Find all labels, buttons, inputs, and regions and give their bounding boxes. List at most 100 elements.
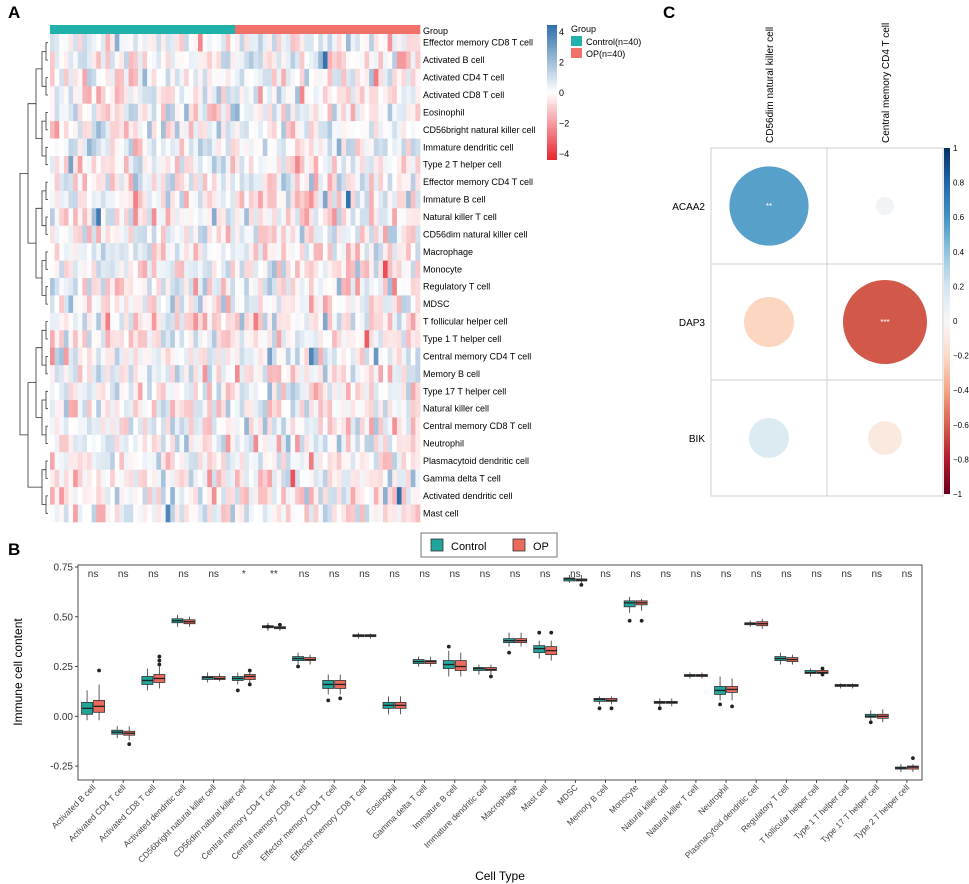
heatmap-cell bbox=[355, 469, 361, 488]
heatmap-cell bbox=[364, 295, 370, 314]
heatmap-cell bbox=[207, 434, 213, 453]
heatmap-cell bbox=[188, 469, 194, 488]
colorbar-tick-label: 0 bbox=[559, 88, 564, 98]
heatmap-cell bbox=[225, 34, 231, 52]
heatmap-cell bbox=[133, 417, 139, 436]
heatmap-cell bbox=[133, 208, 139, 227]
heatmap-cell bbox=[313, 103, 319, 122]
heatmap-cell bbox=[63, 417, 69, 436]
heatmap-cell bbox=[174, 469, 180, 488]
heatmap-cell bbox=[133, 260, 139, 279]
heatmap-cell bbox=[318, 330, 324, 349]
heatmap-cell bbox=[313, 504, 319, 523]
heatmap-cell bbox=[211, 504, 217, 523]
heatmap-cell bbox=[82, 121, 88, 139]
heatmap-cell bbox=[341, 121, 347, 139]
box-control bbox=[141, 668, 154, 691]
heatmap-cell bbox=[262, 173, 268, 192]
heatmap-cell bbox=[165, 434, 171, 453]
heatmap-cell bbox=[406, 121, 412, 139]
heatmap-cell bbox=[253, 156, 259, 174]
heatmap-cell bbox=[309, 417, 314, 436]
heatmap-cell bbox=[396, 434, 402, 453]
outlier-point bbox=[157, 662, 162, 667]
heatmap-cell bbox=[364, 400, 370, 418]
heatmap-cell bbox=[225, 504, 231, 523]
heatmap-cell bbox=[272, 260, 277, 279]
heatmap-cell bbox=[91, 382, 97, 401]
heatmap-cell bbox=[341, 173, 347, 192]
heatmap-cell bbox=[396, 156, 402, 174]
box-op bbox=[696, 672, 708, 679]
heatmap-cell bbox=[272, 312, 277, 331]
heatmap-cell bbox=[128, 34, 134, 52]
heatmap-cell bbox=[248, 365, 254, 383]
heatmap-cell bbox=[396, 330, 402, 349]
heatmap-cell bbox=[253, 243, 259, 261]
heatmap-cell bbox=[193, 208, 199, 227]
heatmap-cell bbox=[184, 138, 190, 157]
heatmap-cell bbox=[369, 417, 375, 436]
heatmap-cell bbox=[124, 487, 129, 505]
heatmap-cell bbox=[253, 190, 259, 209]
heatmap-cell bbox=[392, 504, 398, 523]
heatmap-cell bbox=[267, 347, 273, 366]
heatmap-cell bbox=[327, 434, 333, 453]
heatmap-cell bbox=[216, 103, 222, 122]
heatmap-cell bbox=[63, 295, 69, 314]
heatmap-cell bbox=[415, 347, 421, 366]
heatmap-cell bbox=[188, 208, 194, 227]
heatmap-cell bbox=[147, 34, 153, 52]
heatmap-cell bbox=[336, 312, 342, 331]
heatmap-cell bbox=[295, 51, 301, 70]
box-op bbox=[153, 666, 166, 689]
heatmap-cell bbox=[387, 34, 393, 52]
heatmap-cell bbox=[225, 347, 231, 366]
heatmap-cell bbox=[119, 365, 125, 383]
heatmap-cell bbox=[91, 295, 97, 314]
heatmap-cell bbox=[285, 312, 291, 331]
heatmap-cell bbox=[165, 208, 171, 227]
heatmap-cell bbox=[230, 312, 236, 331]
heatmap-cell bbox=[59, 138, 65, 157]
heatmap-cell bbox=[124, 434, 129, 453]
heatmap-cell bbox=[262, 260, 268, 279]
heatmap-cell bbox=[188, 68, 194, 87]
heatmap-cell bbox=[207, 312, 213, 331]
outlier-point bbox=[639, 618, 644, 623]
heatmap-cell bbox=[332, 121, 338, 139]
heatmap-cell bbox=[142, 504, 148, 523]
heatmap-cell bbox=[258, 86, 264, 105]
heatmap-colorbar bbox=[547, 25, 557, 160]
heatmap-cell bbox=[239, 452, 245, 471]
heatmap-cell bbox=[119, 138, 125, 157]
heatmap-cell bbox=[258, 295, 264, 314]
heatmap-cell bbox=[276, 138, 282, 157]
heatmap-cell bbox=[202, 173, 208, 192]
heatmap-cell bbox=[151, 347, 157, 366]
heatmap-cell bbox=[369, 365, 375, 383]
significance-label: ns bbox=[841, 569, 852, 580]
heatmap-cell bbox=[281, 452, 287, 471]
heatmap-cell bbox=[327, 312, 333, 331]
heatmap-cell bbox=[184, 382, 190, 401]
heatmap-cell bbox=[119, 260, 125, 279]
heatmap-cell bbox=[355, 504, 361, 523]
heatmap-cell bbox=[73, 417, 79, 436]
y-tick-label: 0.25 bbox=[54, 662, 74, 673]
box-op bbox=[756, 618, 769, 629]
heatmap-cell bbox=[244, 365, 250, 383]
heatmap-cell bbox=[174, 86, 180, 105]
heatmap-cell bbox=[77, 225, 83, 244]
heatmap-cell bbox=[165, 260, 171, 279]
heatmap-cell bbox=[82, 173, 88, 192]
heatmap-cell bbox=[253, 103, 259, 122]
heatmap-cell bbox=[110, 400, 116, 418]
heatmap-cell bbox=[387, 121, 393, 139]
heatmap-cell bbox=[410, 34, 416, 52]
heatmap-cell bbox=[285, 138, 291, 157]
heatmap-cell bbox=[50, 103, 55, 122]
heatmap-cell bbox=[161, 312, 166, 331]
heatmap-cell bbox=[327, 469, 333, 488]
significance-label: ns bbox=[329, 569, 340, 580]
